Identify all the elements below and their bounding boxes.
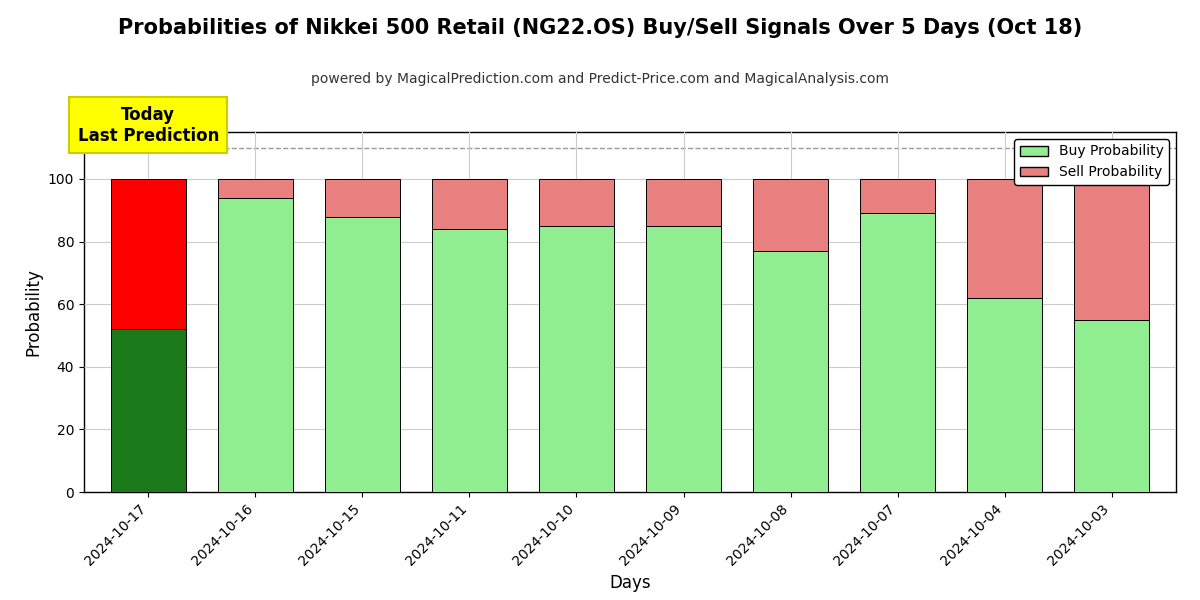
Bar	[325, 179, 400, 217]
Text: Probabilities of Nikkei 500 Retail (NG22.OS) Buy/Sell Signals Over 5 Days (Oct 1: Probabilities of Nikkei 500 Retail (NG22…	[118, 18, 1082, 38]
Bar	[646, 226, 721, 492]
X-axis label: Days: Days	[610, 574, 650, 592]
Bar	[325, 217, 400, 492]
Bar	[432, 229, 506, 492]
Bar	[1074, 320, 1150, 492]
Bar	[754, 179, 828, 251]
Bar	[860, 214, 935, 492]
Bar	[110, 329, 186, 492]
Bar	[218, 198, 293, 492]
Bar	[539, 226, 614, 492]
Bar	[646, 179, 721, 226]
Bar	[432, 179, 506, 229]
Bar	[967, 298, 1042, 492]
Bar	[754, 251, 828, 492]
Bar	[1074, 179, 1150, 320]
Legend: Buy Probability, Sell Probability: Buy Probability, Sell Probability	[1014, 139, 1169, 185]
Text: powered by MagicalPrediction.com and Predict-Price.com and MagicalAnalysis.com: powered by MagicalPrediction.com and Pre…	[311, 72, 889, 86]
Bar	[539, 179, 614, 226]
Bar	[218, 179, 293, 198]
Bar	[110, 179, 186, 329]
Bar	[860, 179, 935, 214]
Text: Today
Last Prediction: Today Last Prediction	[78, 106, 218, 145]
Bar	[967, 179, 1042, 298]
Y-axis label: Probability: Probability	[24, 268, 42, 356]
